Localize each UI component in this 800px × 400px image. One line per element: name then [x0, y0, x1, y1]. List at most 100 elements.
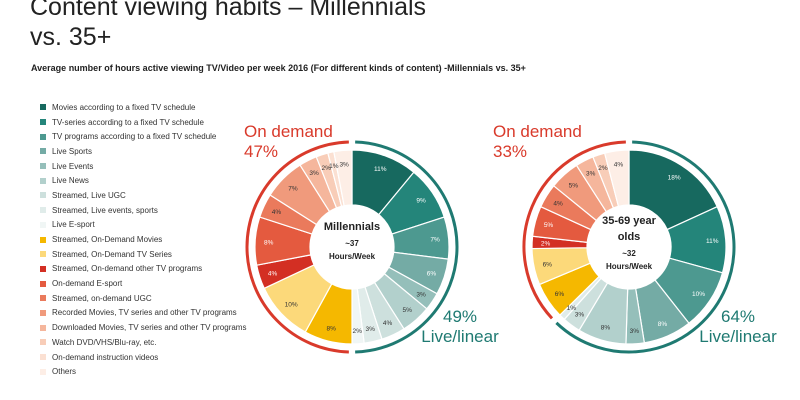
donut-slice [603, 149, 630, 208]
on-demand-percent: 47% [244, 142, 278, 161]
slice-value-label: 8% [327, 325, 337, 332]
legend-label: On-demand E-sport [52, 279, 123, 289]
legend-item: Live E-sport [40, 218, 280, 233]
on-demand-arc [245, 140, 349, 354]
legend-swatch [40, 280, 46, 287]
live-linear-percent: 49% [443, 307, 477, 326]
legend-label: TV-series according to a fixed TV schedu… [52, 117, 204, 127]
slice-value-label: 2% [598, 165, 608, 172]
legend-label: Others [52, 367, 77, 377]
legend-label: On-demand instruction videos [52, 352, 159, 362]
slice-value-label: 5% [569, 182, 579, 189]
legend-swatch [40, 133, 46, 140]
slice-value-label: 3% [575, 312, 585, 319]
slice-value-label: 5% [403, 307, 413, 314]
legend-swatch [40, 324, 46, 331]
slice-value-label: 3% [416, 291, 426, 298]
legend-label: Downloaded Movies, TV series and other T… [52, 323, 247, 333]
slice-value-label: 1% [329, 163, 339, 170]
legend-label: Streamed, On-demand other TV programs [52, 264, 203, 274]
slice-value-label: 3% [366, 326, 376, 333]
legend-label: Streamed, On-Demand TV Series [52, 249, 172, 259]
donut-center-label: ~32 [622, 249, 636, 258]
legend-item: On-demand E-sport [40, 276, 280, 291]
legend-item: Live Sports [40, 144, 280, 159]
legend-item: Streamed, On-Demand Movies [40, 232, 280, 247]
donut-center-label: ~37 [345, 239, 359, 248]
slice-value-label: 2% [353, 328, 363, 335]
slice-value-label: 10% [692, 291, 705, 298]
legend-swatch [40, 163, 46, 170]
legend-item: TV-series according to a fixed TV schedu… [40, 115, 280, 130]
slice-value-label: 3% [630, 328, 640, 335]
slice-value-label: 2% [541, 241, 551, 248]
live-linear-arc [555, 140, 736, 354]
slice-value-label: 6% [555, 291, 565, 298]
page-title: Content viewing habits – Millennials vs.… [30, 0, 427, 51]
legend-item: On-demand instruction videos [40, 350, 280, 365]
legend-label: Live E-sport [52, 220, 95, 230]
donut-center-label: Millennials [324, 221, 380, 233]
slice-value-label: 3% [586, 170, 596, 177]
legend-item: Recorded Movies, TV series and other TV … [40, 306, 280, 321]
legend-swatch [40, 339, 46, 346]
live-linear-label: Live/linear [421, 327, 499, 346]
legend: Movies according to a fixed TV schedule T… [40, 100, 280, 379]
donut-hole [588, 206, 670, 288]
legend-label: Movies according to a fixed TV schedule [52, 102, 196, 112]
legend-swatch [40, 251, 46, 258]
live-linear-arc [355, 140, 459, 354]
donut-center-label: olds [618, 231, 641, 243]
on-demand-label: On demand [493, 122, 582, 141]
legend-item: TV programs according to a fixed TV sche… [40, 129, 280, 144]
legend-swatch [40, 368, 46, 375]
slice-value-label: 11% [706, 238, 719, 245]
legend-label: Streamed, Live events, sports [52, 205, 158, 215]
slice-value-label: 4% [553, 200, 563, 207]
slice-value-label: 7% [430, 237, 440, 244]
slice-value-label: 3% [339, 161, 349, 168]
legend-swatch [40, 177, 46, 184]
legend-item: Streamed, Live events, sports [40, 203, 280, 218]
legend-swatch [40, 207, 46, 214]
slice-value-label: 4% [272, 209, 282, 216]
slice-value-label: 6% [427, 270, 437, 277]
legend-item: Others [40, 364, 280, 379]
on-demand-label: On demand [244, 122, 333, 141]
slice-value-label: 4% [614, 162, 624, 169]
legend-swatch [40, 236, 46, 243]
donut-hole [311, 206, 393, 288]
slice-value-label: 10% [285, 302, 298, 309]
slice-value-label: 1% [567, 305, 577, 312]
legend-item: Streamed, Live UGC [40, 188, 280, 203]
legend-label: Watch DVD/VHS/Blu-ray, etc. [52, 337, 157, 347]
slice-value-label: 8% [601, 325, 611, 332]
donut-center-label: Hours/Week [329, 252, 376, 261]
slice-value-label: 8% [658, 321, 668, 328]
legend-label: Streamed, Live UGC [52, 190, 126, 200]
legend-item: Streamed, on-demand UGC [40, 291, 280, 306]
donut-center-label: 35-69 year [602, 215, 657, 227]
legend-item: Live Events [40, 159, 280, 174]
legend-item: Downloaded Movies, TV series and other T… [40, 320, 280, 335]
on-demand-percent: 33% [493, 142, 527, 161]
live-linear-label: Live/linear [699, 327, 777, 346]
slice-value-label: 7% [288, 185, 298, 192]
on-demand-arc [522, 140, 626, 320]
legend-swatch [40, 192, 46, 199]
legend-swatch [40, 148, 46, 155]
slice-value-label: 2% [321, 165, 331, 172]
legend-item: Streamed, On-Demand TV Series [40, 247, 280, 262]
legend-item: Watch DVD/VHS/Blu-ray, etc. [40, 335, 280, 350]
slice-value-label: 4% [383, 320, 393, 327]
legend-label: Live Events [52, 161, 94, 171]
legend-swatch [40, 119, 46, 126]
donut-slice [628, 149, 719, 231]
live-linear-percent: 64% [721, 307, 755, 326]
legend-swatch [40, 104, 46, 111]
legend-item: Live News [40, 173, 280, 188]
legend-item: Streamed, On-demand other TV programs [40, 262, 280, 277]
slice-value-label: 18% [668, 174, 681, 181]
legend-swatch [40, 309, 46, 316]
